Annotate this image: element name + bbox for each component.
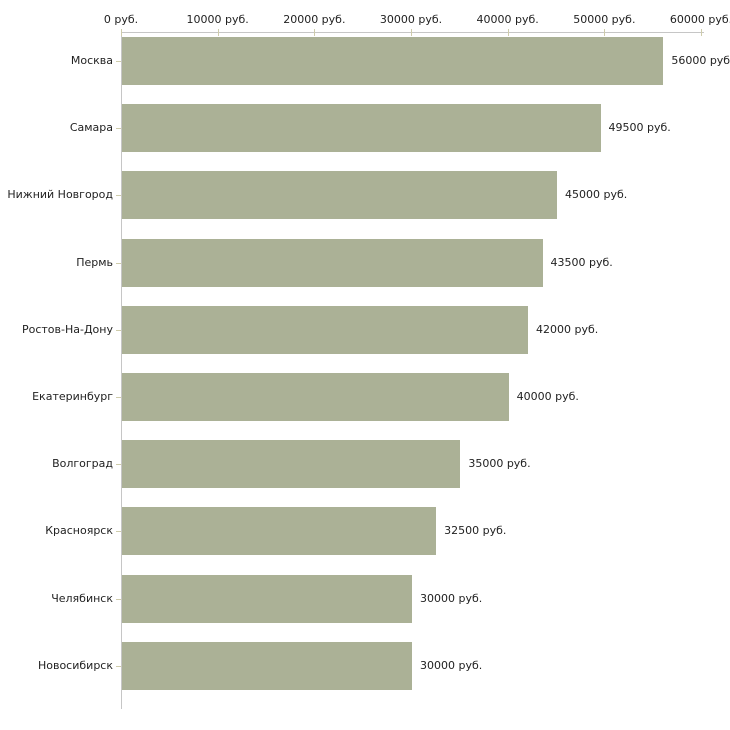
- x-axis-tick: [121, 29, 122, 36]
- value-label: 49500 руб.: [608, 121, 671, 135]
- bar: [122, 104, 601, 153]
- x-axis-tick-label: 10000 руб.: [186, 13, 249, 26]
- bar: [122, 440, 461, 489]
- y-axis-line: [121, 32, 122, 709]
- value-label: 45000 руб.: [565, 188, 628, 202]
- y-axis-tick: [116, 195, 121, 197]
- category-label: Красноярск: [45, 524, 113, 538]
- category-label: Пермь: [76, 255, 113, 269]
- y-axis-tick: [116, 531, 121, 533]
- bar: [122, 507, 437, 556]
- y-axis-tick: [116, 665, 121, 667]
- y-axis-tick: [116, 128, 121, 130]
- y-axis-tick: [116, 397, 121, 398]
- y-axis-tick: [116, 464, 121, 466]
- y-axis-tick: [116, 598, 121, 600]
- value-label: 30000 руб.: [420, 658, 483, 672]
- category-label: Самара: [69, 121, 113, 135]
- x-axis-tick: [217, 29, 219, 36]
- y-axis-tick: [116, 61, 121, 62]
- value-label: 40000 руб.: [516, 390, 579, 403]
- y-axis-tick: [116, 329, 121, 331]
- x-axis-tick: [507, 29, 509, 36]
- value-label: 30000 руб.: [420, 591, 483, 605]
- x-axis-tick-label: 50000 руб.: [573, 13, 636, 26]
- y-axis-tick: [116, 262, 121, 264]
- x-axis-line: [121, 32, 704, 33]
- category-label: Новосибирск: [37, 658, 113, 672]
- x-axis-tick: [604, 29, 606, 36]
- category-label: Ростов-На-Дону: [21, 322, 113, 336]
- bar: [122, 305, 528, 354]
- bar: [122, 171, 557, 220]
- category-label: Челябинск: [51, 591, 113, 605]
- category-label: Нижний Новгород: [7, 188, 113, 202]
- x-axis-tick: [411, 29, 412, 36]
- x-axis-tick-label: 20000 руб.: [283, 13, 346, 26]
- value-label: 32500 руб.: [444, 524, 507, 538]
- value-label: 35000 руб.: [468, 457, 531, 471]
- x-axis-tick-label: 40000 руб.: [476, 13, 539, 26]
- bar: [122, 574, 412, 623]
- bar: [122, 641, 412, 690]
- category-label: Волгоград: [52, 457, 113, 471]
- bar: [122, 238, 543, 287]
- bar: [122, 373, 509, 421]
- x-axis-tick: [314, 29, 316, 36]
- bar: [122, 37, 664, 85]
- x-axis-tick-label: 0 руб.: [103, 13, 139, 26]
- category-label: Екатеринбург: [32, 390, 113, 403]
- x-axis-tick-label: 60000 руб.: [669, 13, 730, 26]
- x-axis-tick-label: 30000 руб.: [379, 13, 443, 26]
- value-label: 42000 руб.: [536, 322, 599, 336]
- category-label: Москва: [70, 54, 113, 67]
- value-label: 56000 руб.: [671, 54, 730, 67]
- value-label: 43500 руб.: [550, 255, 613, 269]
- x-axis-tick: [701, 29, 702, 36]
